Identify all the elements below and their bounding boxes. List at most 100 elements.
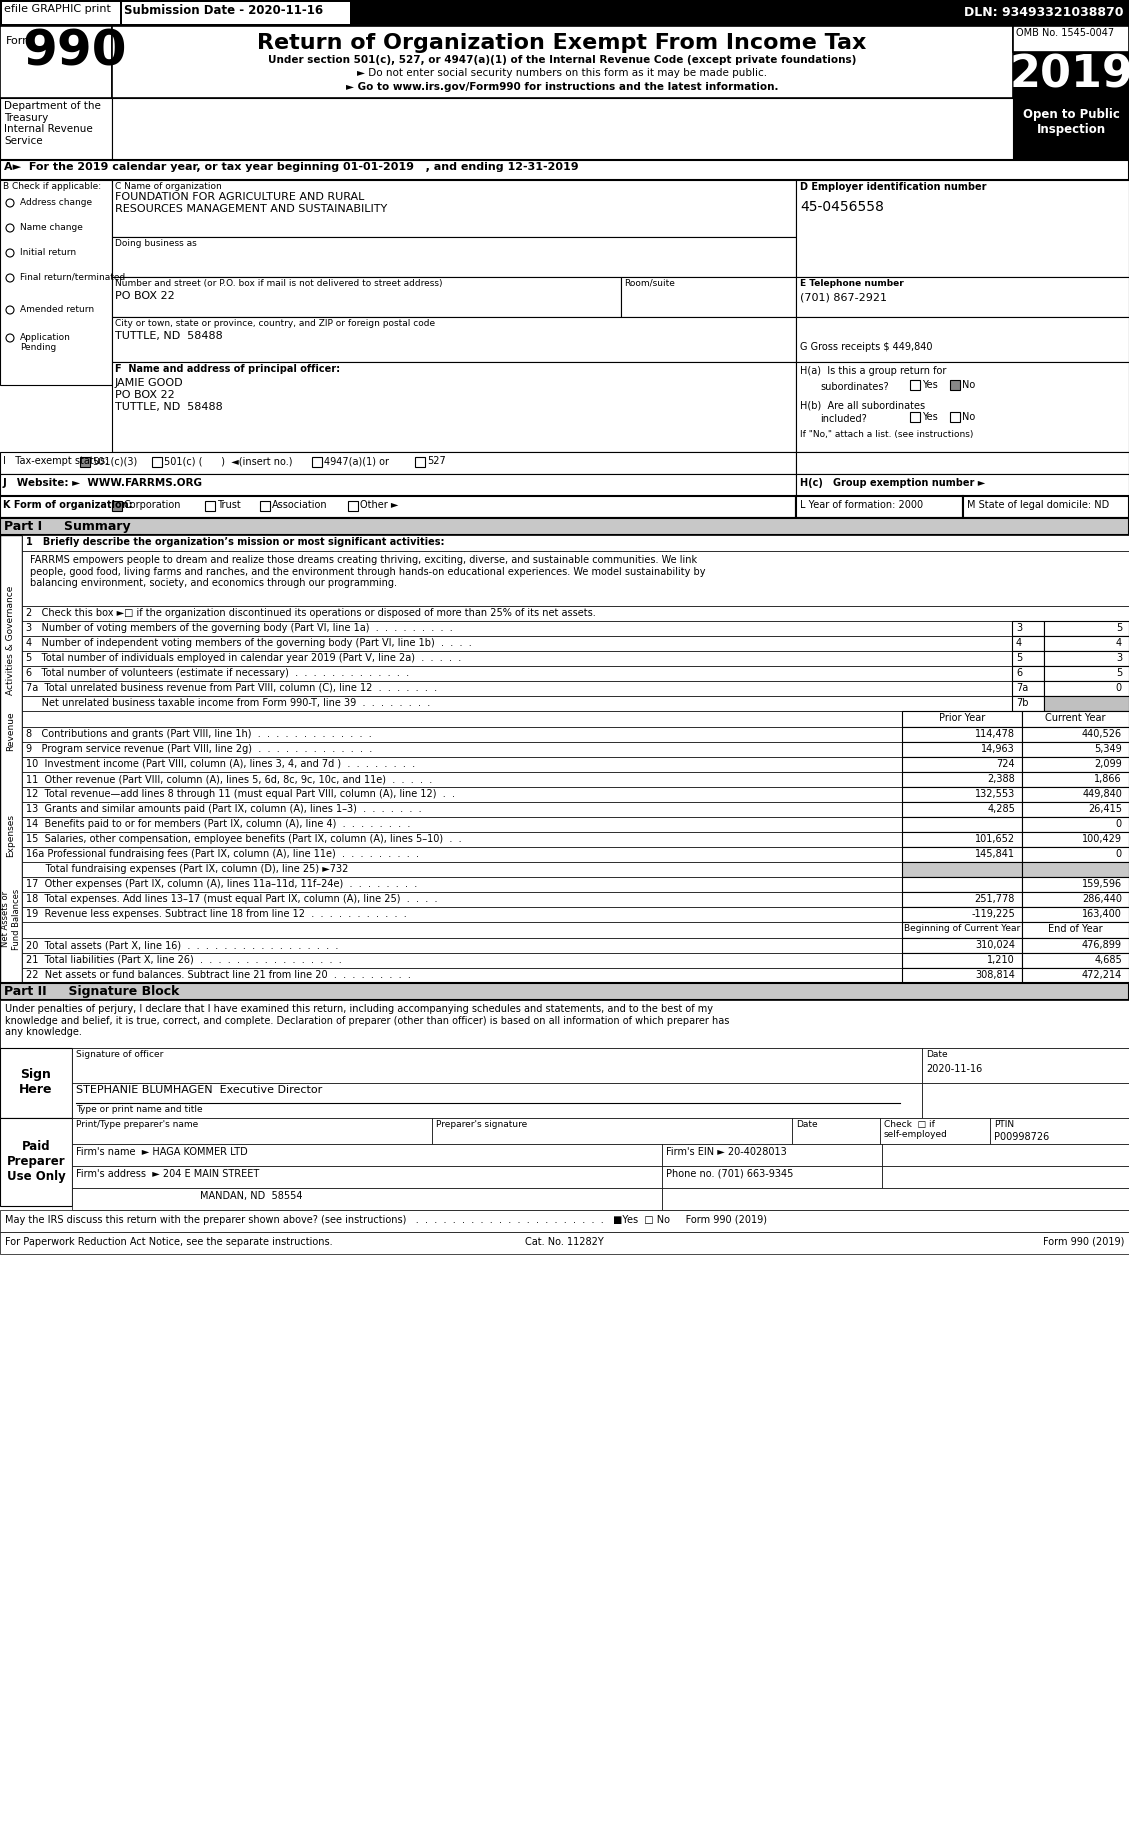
Text: STEPHANIE BLUMHAGEN  Executive Director: STEPHANIE BLUMHAGEN Executive Director	[76, 1085, 322, 1094]
Bar	[0, 1231, 1129, 1253]
Bar	[796, 318, 1129, 362]
Bar	[963, 495, 1129, 519]
Bar	[0, 999, 1129, 1049]
Text: Form 990 (2019): Form 990 (2019)	[1042, 1237, 1124, 1248]
Text: H(b)  Are all subordinates: H(b) Are all subordinates	[800, 400, 925, 409]
Text: Submission Date - 2020-11-16: Submission Date - 2020-11-16	[124, 4, 323, 16]
Bar	[902, 968, 1022, 983]
Text: P00998726: P00998726	[994, 1133, 1049, 1142]
Text: 19  Revenue less expenses. Subtract line 18 from line 12  .  .  .  .  .  .  .  .: 19 Revenue less expenses. Subtract line …	[26, 910, 406, 919]
Text: Date: Date	[926, 1051, 947, 1060]
Bar	[112, 238, 796, 278]
Text: 0: 0	[1115, 850, 1122, 859]
Bar	[415, 457, 425, 468]
Text: 132,553: 132,553	[974, 789, 1015, 798]
Bar	[902, 787, 1022, 802]
Text: Initial return: Initial return	[20, 248, 76, 258]
Text: -119,225: -119,225	[971, 910, 1015, 919]
Bar	[21, 877, 902, 892]
Bar	[1022, 892, 1129, 906]
Text: Doing business as: Doing business as	[115, 239, 196, 248]
Text: Form: Form	[6, 37, 34, 46]
Text: Beginning of Current Year: Beginning of Current Year	[904, 924, 1021, 934]
Text: 16a Professional fundraising fees (Part IX, column (A), line 11e)  .  .  .  .  .: 16a Professional fundraising fees (Part …	[26, 850, 419, 859]
Text: L Year of formation: 2000: L Year of formation: 2000	[800, 501, 924, 510]
Text: Part II     Signature Block: Part II Signature Block	[5, 985, 180, 998]
Bar	[662, 1188, 1129, 1209]
Text: 18  Total expenses. Add lines 13–17 (must equal Part IX, column (A), line 25)  .: 18 Total expenses. Add lines 13–17 (must…	[26, 893, 438, 904]
Bar	[1022, 711, 1129, 727]
Text: A►  For the 2019 calendar year, or tax year beginning 01-01-2019   , and ending : A► For the 2019 calendar year, or tax ye…	[5, 163, 579, 172]
Text: Date: Date	[796, 1120, 817, 1129]
Bar	[1013, 26, 1129, 51]
Text: 159,596: 159,596	[1082, 879, 1122, 890]
Bar	[922, 1083, 1129, 1118]
Text: Final return/terminated: Final return/terminated	[20, 272, 125, 281]
Text: 5,349: 5,349	[1094, 744, 1122, 755]
Text: Amended return: Amended return	[20, 305, 94, 314]
Bar	[0, 495, 796, 519]
Text: Corporation: Corporation	[124, 501, 182, 510]
Text: No: No	[962, 380, 975, 389]
Bar	[662, 1144, 882, 1166]
Bar	[910, 413, 920, 422]
Bar	[902, 923, 1022, 937]
Bar	[112, 99, 1013, 161]
Text: 101,652: 101,652	[974, 833, 1015, 844]
Text: 2   Check this box ►□ if the organization discontinued its operations or dispose: 2 Check this box ►□ if the organization …	[26, 608, 596, 618]
Text: 5: 5	[1115, 669, 1122, 678]
Text: 6   Total number of volunteers (estimate if necessary)  .  .  .  .  .  .  .  .  : 6 Total number of volunteers (estimate i…	[26, 669, 409, 678]
Text: Name change: Name change	[20, 223, 82, 232]
Text: 3: 3	[1016, 623, 1022, 632]
Bar	[21, 892, 902, 906]
Bar	[1044, 667, 1129, 681]
Bar	[796, 362, 1129, 451]
Text: 21  Total liabilities (Part X, line 26)  .  .  .  .  .  .  .  .  .  .  .  .  .  : 21 Total liabilities (Part X, line 26) .…	[26, 956, 342, 965]
Bar	[902, 862, 1022, 877]
Text: Current Year: Current Year	[1044, 713, 1105, 723]
Text: Total fundraising expenses (Part IX, column (D), line 25) ►732: Total fundraising expenses (Part IX, col…	[30, 864, 349, 873]
Text: E Telephone number: E Telephone number	[800, 280, 903, 289]
Text: JAMIE GOOD: JAMIE GOOD	[115, 378, 184, 387]
Text: Firm's address  ► 204 E MAIN STREET: Firm's address ► 204 E MAIN STREET	[76, 1169, 260, 1178]
Bar	[152, 457, 161, 468]
Bar	[1022, 773, 1129, 787]
Bar	[21, 862, 902, 877]
Text: 9   Program service revenue (Part VIII, line 2g)  .  .  .  .  .  .  .  .  .  .  : 9 Program service revenue (Part VIII, li…	[26, 744, 373, 755]
Text: 12  Total revenue—add lines 8 through 11 (must equal Part VIII, column (A), line: 12 Total revenue—add lines 8 through 11 …	[26, 789, 455, 798]
Bar	[21, 607, 1129, 621]
Text: Signature of officer: Signature of officer	[76, 1051, 164, 1060]
Bar	[0, 519, 1129, 535]
Bar	[21, 802, 902, 817]
Bar	[1022, 968, 1129, 983]
Text: 11  Other revenue (Part VIII, column (A), lines 5, 6d, 8c, 9c, 10c, and 11e)  . : 11 Other revenue (Part VIII, column (A),…	[26, 775, 432, 784]
Text: C Name of organization: C Name of organization	[115, 183, 221, 192]
Text: 990: 990	[21, 27, 126, 77]
Text: 7a: 7a	[1016, 683, 1029, 692]
Bar	[621, 278, 796, 318]
Text: 114,478: 114,478	[975, 729, 1015, 738]
Text: Trust: Trust	[217, 501, 240, 510]
Text: 4947(a)(1) or: 4947(a)(1) or	[324, 457, 390, 466]
Text: 45-0456558: 45-0456558	[800, 199, 884, 214]
Bar	[1012, 636, 1044, 650]
Text: 5: 5	[1115, 623, 1122, 632]
Bar	[0, 26, 112, 99]
Text: If "No," attach a list. (see instructions): If "No," attach a list. (see instruction…	[800, 429, 973, 438]
Bar	[21, 696, 1012, 711]
Bar	[21, 756, 902, 773]
Text: Net unrelated business taxable income from Form 990-T, line 39  .  .  .  .  .  .: Net unrelated business taxable income fr…	[26, 698, 430, 709]
Bar	[1022, 954, 1129, 968]
Text: Cat. No. 11282Y: Cat. No. 11282Y	[525, 1237, 603, 1248]
Bar	[1044, 636, 1129, 650]
Text: J   Website: ►  WWW.FARRMS.ORG: J Website: ► WWW.FARRMS.ORG	[3, 479, 203, 488]
Bar	[1022, 906, 1129, 923]
Text: Return of Organization Exempt From Income Tax: Return of Organization Exempt From Incom…	[257, 33, 867, 53]
Bar	[112, 181, 796, 238]
Text: 501(c) (      )  ◄(insert no.): 501(c) ( ) ◄(insert no.)	[164, 457, 292, 466]
Bar	[1012, 650, 1044, 667]
Text: Net Assets or
Fund Balances: Net Assets or Fund Balances	[1, 888, 20, 950]
Bar	[1022, 937, 1129, 954]
Text: 100,429: 100,429	[1082, 833, 1122, 844]
Text: Yes: Yes	[922, 380, 938, 389]
